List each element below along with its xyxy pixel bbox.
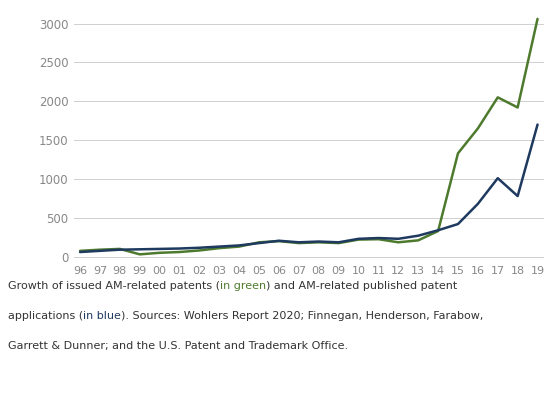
Text: ) and AM-related published patent: ) and AM-related published patent [266,281,458,291]
Text: applications (: applications ( [8,311,83,321]
Text: in green: in green [220,281,266,291]
Text: in blue: in blue [83,311,121,321]
Text: Garrett & Dunner; and the U.S. Patent and Trademark Office.: Garrett & Dunner; and the U.S. Patent an… [8,341,349,351]
Text: Growth of issued AM-related patents (: Growth of issued AM-related patents ( [8,281,220,291]
Text: ). Sources: Wohlers Report 2020; Finnegan, Henderson, Farabow,: ). Sources: Wohlers Report 2020; Finnega… [121,311,484,321]
